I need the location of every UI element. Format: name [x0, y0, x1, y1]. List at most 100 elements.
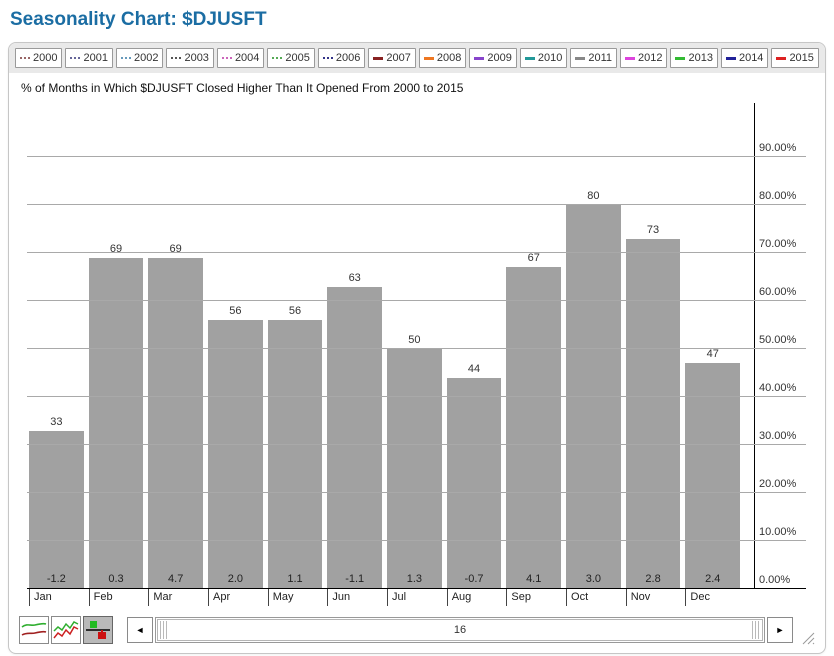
bar: 4.7 [148, 257, 204, 589]
bar-slot: 33 -1.2 [29, 416, 89, 589]
bar: 1.3 [387, 349, 442, 589]
month-label: Dec [685, 589, 745, 606]
month-label: Oct [566, 589, 626, 606]
y-axis-tick-label: 90.00% [759, 142, 797, 154]
legend-year-marker-icon [272, 57, 283, 59]
bar-change-label: 2.0 [227, 573, 243, 585]
bar-change-label: 2.8 [645, 573, 661, 585]
month-label: Jan [29, 589, 89, 606]
scrollbar-thumb[interactable]: 16 [157, 619, 763, 641]
months-row: Jan Feb Mar Apr May Jun Jul Aug Sep Oct Nov Dec [29, 589, 745, 606]
legend-year-marker-icon [524, 56, 535, 60]
legend-year-marker-icon [221, 57, 232, 59]
bar-slot: 69 4.7 [148, 243, 208, 589]
legend-year-button[interactable]: 2007 [368, 48, 416, 68]
legend-year-button[interactable]: 2005 [267, 48, 315, 68]
legend-year-label: 2015 [789, 52, 814, 64]
bar-value-label: 50 [408, 334, 421, 346]
scrollbar-grip-right-icon[interactable] [752, 621, 760, 639]
legend-year-label: 2012 [637, 52, 663, 64]
legend-year-button[interactable]: 2003 [166, 48, 214, 68]
legend-year-marker-icon [575, 56, 586, 60]
scrollbar-grip-left-icon[interactable] [160, 621, 168, 639]
legend-year-label: 2004 [234, 52, 260, 64]
bar: 2.0 [208, 320, 263, 589]
scrollbar-track[interactable]: 16 [155, 617, 765, 643]
y-axis-tick-label: 50.00% [759, 334, 797, 346]
bar-slot: 63 -1.1 [327, 272, 387, 589]
bar-slot: 50 1.3 [387, 334, 447, 589]
y-axis-line [754, 103, 755, 589]
legend-year-marker-icon [20, 57, 30, 59]
month-label: Jul [387, 589, 447, 606]
bar-change-label: -1.1 [345, 573, 365, 585]
month-label: Jun [327, 589, 387, 606]
legend-year-marker-icon [474, 56, 485, 60]
legend-year-button[interactable]: 2015 [771, 48, 819, 68]
scroll-left-button[interactable]: ◄ [127, 617, 153, 643]
legend-year-button[interactable]: 2008 [418, 48, 467, 68]
bar-change-label: 1.1 [287, 573, 303, 585]
x-axis-line [27, 588, 806, 589]
bar-value-label: 33 [50, 415, 63, 428]
gridline [27, 300, 806, 301]
chart-panel: 2000 2001 2002 2003 2004 2005 2006 2007 2008 2009… [8, 42, 826, 654]
gridline [27, 492, 806, 493]
legend-year-marker-icon [675, 56, 686, 60]
legend-year-marker-icon [624, 56, 635, 60]
legend-year-marker-icon [373, 56, 384, 60]
legend-year-button[interactable]: 2004 [216, 48, 265, 68]
bar: -1.1 [327, 286, 383, 589]
bar-change-label: 4.1 [526, 573, 542, 585]
month-label: Nov [625, 589, 686, 606]
bar-change-label: -0.7 [464, 573, 484, 585]
month-label: Aug [446, 589, 507, 606]
bar-value-label: 69 [109, 242, 123, 255]
y-axis-tick-label: 0.00% [759, 574, 791, 586]
legend-year-button[interactable]: 2000 [15, 48, 63, 68]
bar-change-label: 2.4 [705, 573, 721, 585]
chart-subtitle: % of Months in Which $DJUSFT Closed High… [21, 81, 464, 95]
resize-grip-icon[interactable] [800, 630, 815, 645]
legend-year-label: 2002 [133, 52, 159, 64]
legend-year-label: 2010 [537, 52, 563, 64]
bar: 0.3 [88, 257, 144, 589]
legend-year-button[interactable]: 2014 [720, 48, 769, 68]
bar-value-label: 44 [467, 362, 481, 375]
seasonality-bars-button[interactable] [83, 616, 113, 644]
bar: 1.1 [267, 320, 323, 589]
gridline [27, 252, 806, 253]
scroll-right-button[interactable]: ► [767, 617, 793, 643]
legend-year-marker-icon [423, 56, 434, 60]
y-axis-tick-label: 30.00% [759, 430, 797, 442]
legend-year-label: 2007 [386, 52, 411, 64]
legend-year-button[interactable]: 2010 [519, 48, 568, 68]
legend-year-button[interactable]: 2006 [317, 48, 366, 68]
bar-value-label: 56 [229, 305, 242, 318]
gridline [27, 396, 806, 397]
bar-value-label: 80 [587, 190, 600, 202]
legend-year-button[interactable]: 2009 [469, 48, 517, 68]
legend: 2000 2001 2002 2003 2004 2005 2006 2007 2008 2009… [9, 43, 825, 73]
scrollbar-value: 16 [453, 624, 467, 636]
bottom-toolbar: ◄ 16 ► [19, 615, 815, 645]
smooth-line-chart-button[interactable] [19, 616, 49, 644]
y-axis-tick-label: 10.00% [759, 526, 797, 538]
legend-year-button[interactable]: 2002 [115, 48, 164, 68]
legend-year-marker-icon [171, 57, 182, 59]
legend-year-button[interactable]: 2011 [570, 48, 617, 68]
scroll-right-icon: ► [775, 625, 785, 635]
legend-year-label: 2011 [588, 52, 612, 64]
legend-year-button[interactable]: 2012 [619, 48, 668, 68]
legend-year-button[interactable]: 2013 [670, 48, 718, 68]
gridline [27, 540, 806, 541]
y-axis-tick-label: 20.00% [759, 478, 797, 490]
bar: -1.2 [29, 430, 84, 589]
bar-slot: 56 2.0 [208, 305, 268, 589]
legend-year-button[interactable]: 2001 [65, 48, 113, 68]
legend-year-label: 2005 [285, 52, 310, 64]
bar-slot: 69 0.3 [88, 242, 149, 589]
zigzag-line-chart-button[interactable] [51, 616, 81, 644]
gridline [27, 204, 806, 205]
